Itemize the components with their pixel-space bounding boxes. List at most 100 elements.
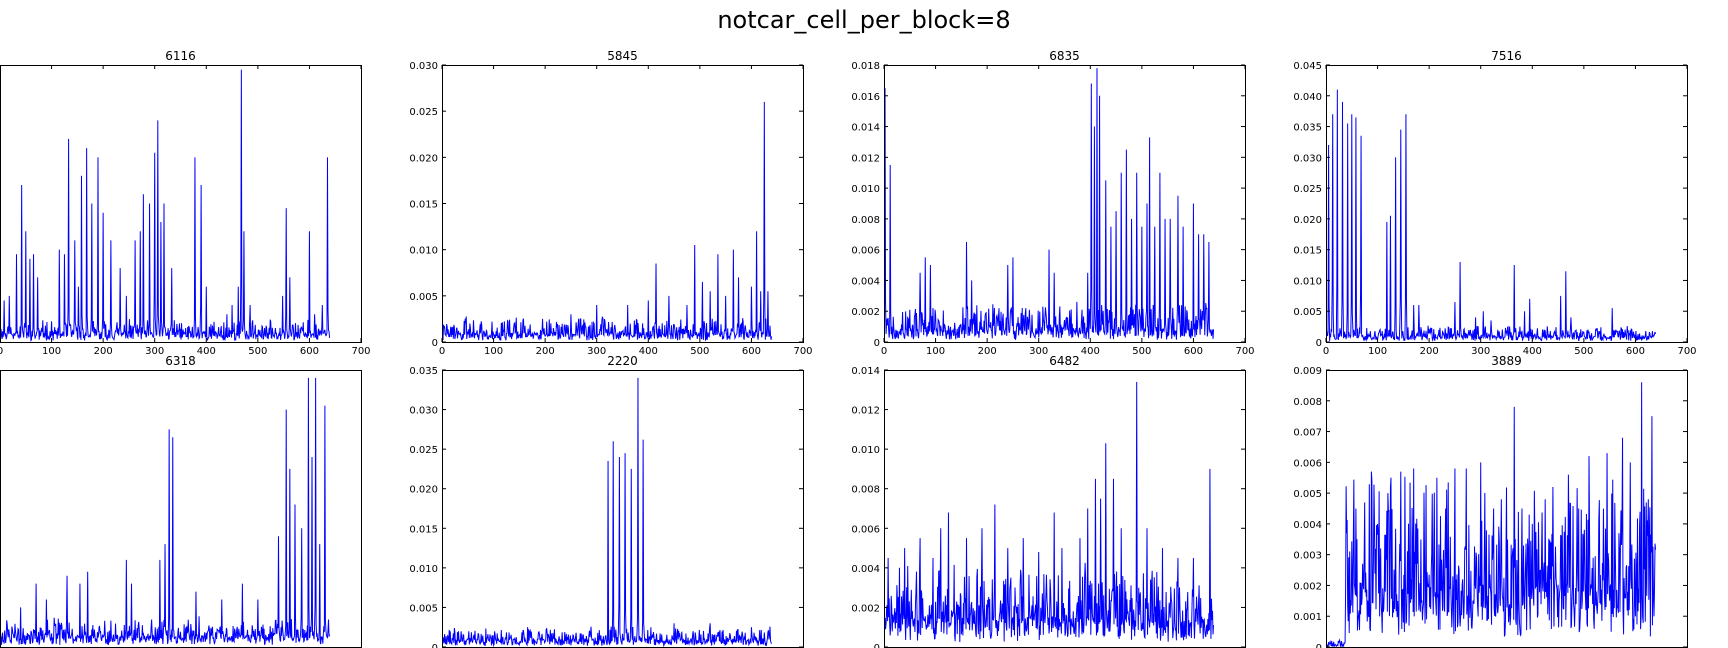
subplot-1: 6116 0 100 200 300 400 500 600 700	[0, 49, 371, 357]
x-tick-label: 200	[536, 346, 555, 357]
x-tick-label: 600	[300, 346, 319, 357]
y-tick-label: 0.020	[1293, 215, 1322, 226]
y-tick-label: 0.014	[851, 366, 880, 377]
x-tick-label: 400	[197, 346, 216, 357]
y-tick-label: 0	[432, 643, 438, 648]
y-tick-label: 0.012	[851, 406, 880, 417]
y-tick-label: 0.005	[1293, 307, 1322, 318]
series-line	[884, 68, 1215, 340]
y-tick-label: 0.015	[409, 524, 438, 535]
x-tick-label: 200	[1420, 346, 1439, 357]
x-tick-label: 100	[484, 346, 503, 357]
series-line	[884, 381, 1215, 643]
subplot-title: 6835	[1049, 49, 1080, 63]
y-tick-label: 0.010	[851, 184, 880, 195]
x-tick-label: 300	[1471, 346, 1490, 357]
series-line	[1326, 382, 1657, 647]
y-tick-label: 0.015	[409, 200, 438, 211]
y-tick-label: 0.045	[1293, 61, 1322, 72]
x-tick-label: 0	[0, 346, 3, 357]
subplot-7: 6482 0 0.002 0.004 0.006 0.008 0.010 0.012 0.014	[851, 354, 1246, 648]
x-tick-label: 600	[1626, 346, 1645, 357]
y-tick-label: 0.006	[851, 246, 880, 257]
series-line	[442, 377, 772, 647]
x-tick-label: 700	[1677, 346, 1696, 357]
y-tick-label: 0.002	[851, 307, 880, 318]
x-tick-label: 100	[1368, 346, 1387, 357]
subplot-title: 6318	[165, 354, 196, 368]
axes-frame	[884, 65, 1246, 343]
x-tick-label: 200	[978, 346, 997, 357]
x-tick-label: 500	[1132, 346, 1151, 357]
y-tick-label: 0.006	[851, 524, 880, 535]
axes-frame	[0, 370, 362, 648]
x-tick-label: 400	[1081, 346, 1100, 357]
x-tick-label: 0	[439, 346, 445, 357]
series-line	[1326, 89, 1657, 342]
y-tick-label: 0.001	[1293, 612, 1322, 623]
y-tick-label: 0.008	[851, 485, 880, 496]
x-tick-label: 300	[587, 346, 606, 357]
series-line	[0, 69, 331, 342]
subplot-4: 7516 0 100 200 300 400 500 600 700 0 0.005 0.010 0.0…	[1293, 49, 1696, 357]
y-tick-label: 0.005	[1293, 489, 1322, 500]
y-tick-label: 0.010	[851, 445, 880, 456]
y-tick-label: 0.030	[1293, 153, 1322, 164]
x-tick-label: 200	[94, 346, 113, 357]
y-tick-label: 0	[874, 338, 880, 349]
x-tick-label: 700	[351, 346, 370, 357]
x-tick-label: 500	[690, 346, 709, 357]
subplot-6: 2220 0 0.005 0.010 0.015 0.020 0.025 0.030 0.035	[409, 354, 804, 648]
y-tick-label: 0.020	[409, 153, 438, 164]
y-tick-label: 0.025	[409, 445, 438, 456]
subplot-5: 6318	[0, 354, 362, 648]
y-tick-label: 0.005	[409, 603, 438, 614]
y-tick-label: 0.010	[409, 564, 438, 575]
y-tick-label: 0.015	[1293, 246, 1322, 257]
y-tick-label: 0.025	[1293, 184, 1322, 195]
y-tick-label: 0.035	[409, 366, 438, 377]
x-tick-label: 500	[1574, 346, 1593, 357]
y-tick-label: 0.005	[409, 292, 438, 303]
y-tick-label: 0.016	[851, 92, 880, 103]
y-tick-label: 0.030	[409, 406, 438, 417]
series-line	[442, 101, 773, 342]
y-tick-label: 0.004	[851, 276, 880, 287]
y-tick-label: 0.025	[409, 107, 438, 118]
axes-frame	[442, 370, 804, 648]
x-tick-label: 100	[42, 346, 61, 357]
x-tick-label: 400	[1523, 346, 1542, 357]
subplot-title: 3889	[1491, 354, 1522, 368]
x-tick-label: 0	[1323, 346, 1329, 357]
x-tick-label: 100	[926, 346, 945, 357]
y-tick-label: 0.004	[1293, 520, 1322, 531]
subplot-title: 6482	[1049, 354, 1080, 368]
y-tick-label: 0.014	[851, 123, 880, 134]
y-tick-label: 0.035	[1293, 123, 1322, 134]
y-tick-label: 0.010	[1293, 276, 1322, 287]
y-tick-label: 0.004	[851, 564, 880, 575]
y-tick-label: 0.006	[1293, 458, 1322, 469]
figure-suptitle: notcar_cell_per_block=8	[717, 6, 1011, 34]
axes-frame	[1326, 65, 1688, 343]
x-tick-label: 600	[742, 346, 761, 357]
y-tick-label: 0.012	[851, 153, 880, 164]
x-tick-label: 0	[881, 346, 887, 357]
x-tick-label: 300	[1029, 346, 1048, 357]
subplot-title: 7516	[1491, 49, 1522, 63]
series-line	[0, 377, 331, 646]
y-tick-label: 0.009	[1293, 366, 1322, 377]
x-tick-label: 600	[1184, 346, 1203, 357]
y-tick-label: 0.020	[409, 485, 438, 496]
y-tick-label: 0	[1316, 643, 1322, 648]
x-tick-label: 700	[1235, 346, 1254, 357]
y-tick-label: 0	[432, 338, 438, 349]
y-tick-label: 0	[874, 643, 880, 648]
y-tick-label: 0.040	[1293, 92, 1322, 103]
subplot-title: 5845	[607, 49, 638, 63]
y-tick-label: 0	[1316, 338, 1322, 349]
y-tick-label: 0.030	[409, 61, 438, 72]
y-tick-label: 0.007	[1293, 428, 1322, 439]
subplot-8: 3889 0 0.001 0.002 0.003 0.004 0.005 0.006 0.007…	[1293, 354, 1688, 648]
